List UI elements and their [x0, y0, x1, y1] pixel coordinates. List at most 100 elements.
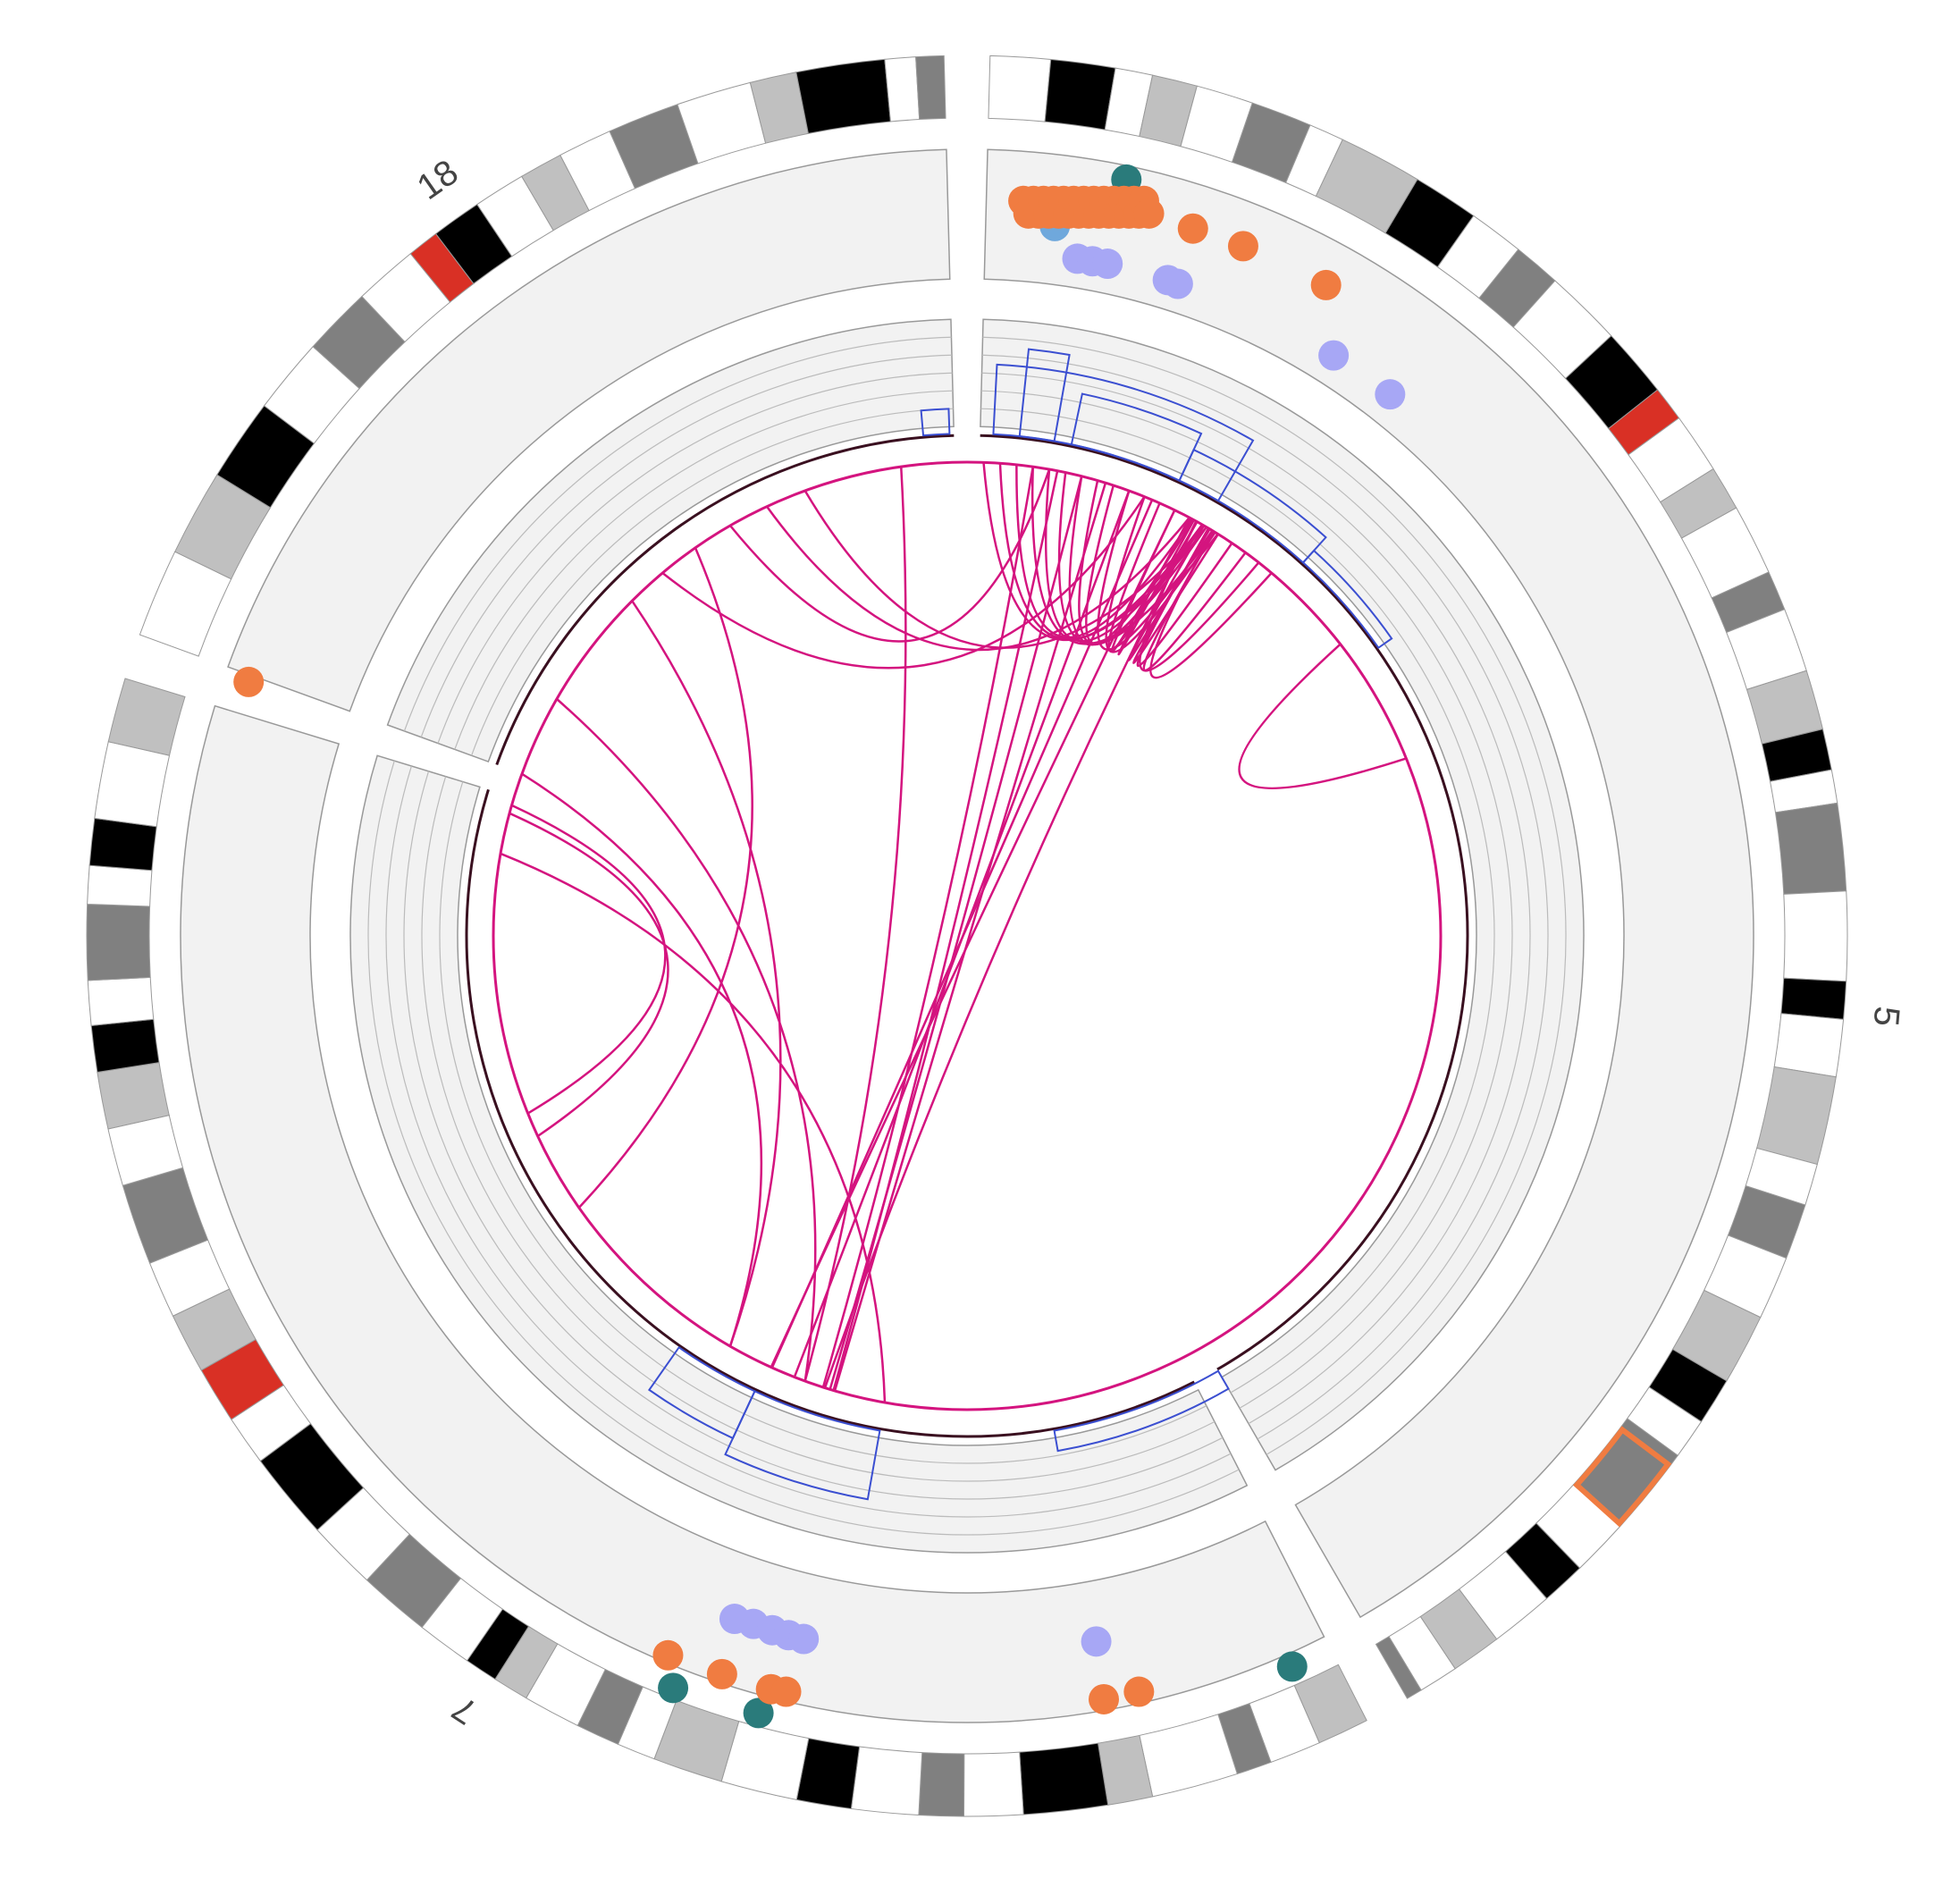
dot	[1092, 249, 1123, 280]
links	[492, 460, 1443, 1411]
grid-line	[437, 372, 953, 744]
baseline	[495, 434, 955, 765]
dot	[788, 1623, 820, 1655]
link	[1136, 527, 1233, 668]
dot	[1177, 213, 1208, 244]
band	[1773, 1013, 1845, 1078]
dot	[233, 666, 265, 697]
dot	[658, 1672, 689, 1704]
highlight	[1572, 1426, 1672, 1528]
link	[821, 466, 1034, 1388]
band	[1774, 802, 1847, 895]
chromosome-label: 7	[445, 1688, 484, 1731]
dot	[1152, 265, 1183, 296]
link	[729, 468, 1051, 643]
histogram-bar	[1301, 549, 1393, 650]
grid-line	[420, 354, 952, 737]
grid-line	[982, 336, 1567, 1455]
dot	[1318, 340, 1350, 371]
link	[1117, 517, 1195, 656]
link	[511, 804, 667, 1115]
link	[500, 852, 887, 1403]
band	[86, 903, 151, 981]
band	[87, 976, 155, 1026]
link	[793, 490, 1131, 1378]
link	[1085, 484, 1194, 645]
dot	[1276, 1651, 1308, 1682]
dot	[1088, 1683, 1119, 1714]
dot	[1227, 231, 1258, 262]
band	[107, 678, 186, 756]
link	[1097, 490, 1214, 651]
link	[833, 482, 1107, 1392]
dot	[1375, 379, 1406, 410]
dot	[1310, 269, 1342, 300]
grid-line	[471, 408, 954, 756]
histogram-bar	[1018, 348, 1071, 442]
band	[90, 1018, 160, 1074]
link	[1068, 476, 1207, 645]
band	[915, 55, 946, 121]
grid-line	[403, 336, 952, 732]
link	[770, 499, 1154, 1369]
link	[631, 600, 782, 1347]
link-circle	[492, 460, 1443, 1411]
dot	[706, 1658, 737, 1689]
band	[918, 1752, 965, 1817]
chromosome-label: 5	[1866, 1005, 1907, 1028]
chromosome-label: 18	[410, 152, 466, 207]
dot	[1123, 1676, 1155, 1707]
link	[556, 698, 817, 1382]
band	[94, 741, 171, 828]
link	[1149, 530, 1273, 679]
link	[1238, 643, 1407, 790]
link	[577, 547, 753, 1209]
grid-line	[982, 354, 1549, 1440]
histogram-bar	[1053, 1369, 1230, 1453]
band	[884, 56, 921, 122]
histogram-bar	[647, 1345, 756, 1440]
dot	[1081, 1626, 1112, 1657]
dot	[743, 1697, 774, 1729]
band	[88, 817, 157, 872]
link	[832, 470, 1059, 1391]
dot	[1133, 198, 1165, 229]
link	[803, 490, 1205, 649]
grid-line	[385, 765, 1232, 1518]
band	[988, 55, 1052, 122]
band	[963, 1751, 1024, 1817]
band	[87, 864, 153, 907]
link	[823, 520, 1199, 1389]
grid-line	[981, 372, 1531, 1425]
grid-line	[454, 390, 954, 750]
scatter-track	[983, 148, 1754, 1619]
grid-line	[403, 771, 1224, 1500]
band	[1019, 1742, 1109, 1815]
baseline	[465, 788, 1195, 1438]
band	[850, 1746, 923, 1816]
band	[1756, 1066, 1837, 1166]
tracks	[86, 55, 1848, 1817]
dot	[652, 1639, 684, 1671]
band	[1780, 977, 1847, 1020]
link	[770, 510, 1176, 1369]
grid-line	[421, 776, 1216, 1482]
link	[661, 495, 1146, 670]
grid-line	[439, 781, 1207, 1464]
histogram-track	[349, 754, 1249, 1554]
scatter-track	[180, 704, 1325, 1723]
histogram-bar	[920, 408, 951, 437]
band	[1783, 890, 1848, 982]
link	[766, 505, 1190, 652]
scatter-track	[227, 148, 951, 712]
baseline	[980, 434, 1469, 1371]
grid-line	[367, 760, 1240, 1536]
band	[1375, 1636, 1422, 1699]
link	[521, 772, 763, 1347]
band	[795, 58, 891, 134]
histogram-track	[386, 318, 955, 763]
band	[1044, 58, 1116, 131]
link	[829, 476, 1083, 1390]
